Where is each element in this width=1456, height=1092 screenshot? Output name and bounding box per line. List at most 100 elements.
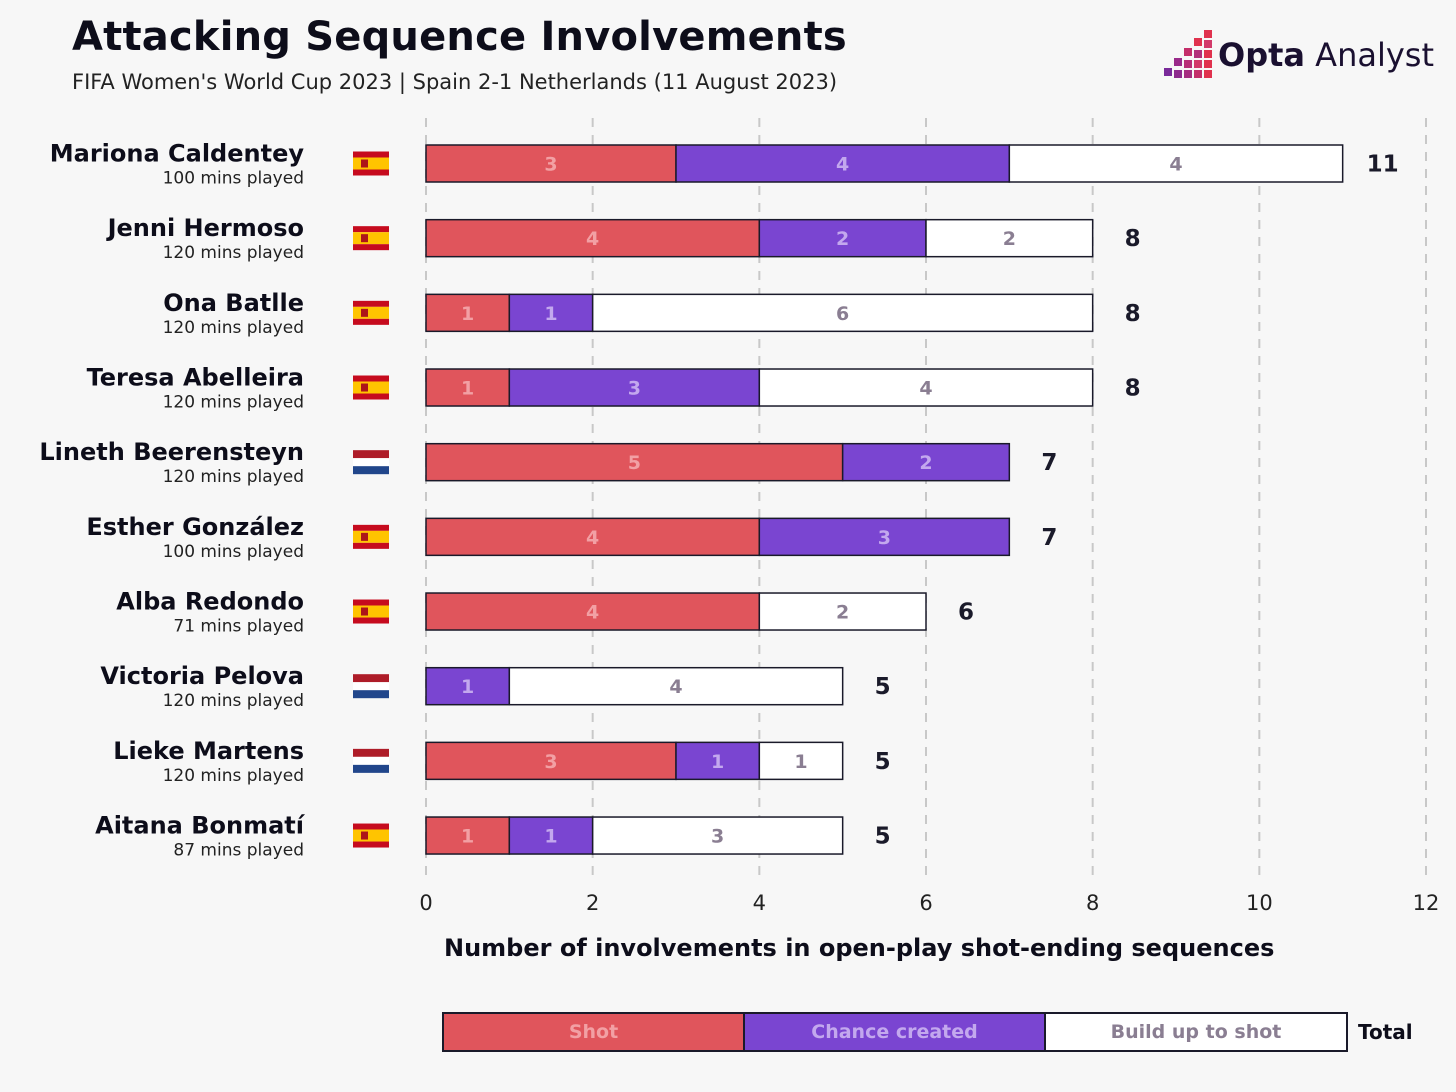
flag-spain-icon <box>353 151 389 158</box>
player-minutes: 120 mins played <box>163 393 304 413</box>
bar-chance-created <box>675 144 1011 183</box>
bar-shot <box>425 218 761 258</box>
flag-netherlands-icon <box>353 450 389 459</box>
bar-build-up-label: 4 <box>669 676 682 698</box>
bar-chance-created-label: 2 <box>919 452 932 474</box>
bar-build-up-label: 4 <box>919 378 932 400</box>
flag-spain-icon <box>361 383 368 392</box>
x-tick-label: 10 <box>1246 891 1273 915</box>
flag-spain-icon <box>353 244 389 251</box>
opta-logo-icon <box>1164 30 1212 78</box>
player-name: Ona Batlle <box>163 289 304 317</box>
brand-analyst: Analyst <box>1305 36 1434 74</box>
flag-netherlands-icon <box>353 466 389 475</box>
bar-build-up <box>758 741 844 781</box>
bar-chance-created-label: 1 <box>711 751 724 773</box>
bar-chance-created <box>425 666 511 706</box>
x-tick-label: 2 <box>586 891 599 915</box>
bar-chance-created-label: 3 <box>628 378 641 400</box>
bar-total-label: 7 <box>1041 525 1057 551</box>
flag-spain-icon <box>353 157 389 170</box>
brand-opta: Opta <box>1218 36 1305 74</box>
bar-build-up <box>1008 144 1344 183</box>
flag-spain-icon <box>353 375 389 382</box>
flag-netherlands-icon <box>353 764 389 773</box>
opta-analyst-brand: Opta Analyst <box>1218 36 1434 74</box>
bar-shot <box>425 741 677 781</box>
flag-netherlands-icon <box>353 690 389 699</box>
bar-build-up <box>758 368 1094 407</box>
flag-spain-icon <box>361 159 368 168</box>
player-name: Lineth Beerensteyn <box>39 438 304 466</box>
bar-shot-label: 4 <box>586 602 599 624</box>
bar-total-label: 5 <box>875 749 891 775</box>
flag-spain-icon <box>353 306 389 319</box>
x-tick-label: 6 <box>919 891 932 915</box>
bar-chance-created <box>508 368 761 407</box>
legend-shot: Shot <box>442 1012 745 1052</box>
flag-netherlands-icon <box>353 748 389 757</box>
bar-build-up <box>591 816 844 855</box>
flag-spain-icon <box>361 308 368 317</box>
flag-spain-icon <box>353 226 389 233</box>
flag-spain-icon <box>353 599 389 606</box>
flag-spain-icon <box>361 532 368 541</box>
flag-spain-icon <box>353 841 389 848</box>
bar-shot <box>425 368 511 407</box>
flag-spain-icon <box>353 524 389 531</box>
flag-spain-icon <box>353 318 389 325</box>
bar-chance-created-label: 4 <box>836 154 849 176</box>
chart-subtitle: FIFA Women's World Cup 2023 | Spain 2-1 … <box>72 70 838 94</box>
bar-chance-created <box>841 442 1011 482</box>
bar-chance-created <box>508 293 594 333</box>
legend: Shot Chance created Build up to shot Tot… <box>442 1012 1442 1056</box>
legend-total: Total <box>1358 1020 1413 1044</box>
bar-shot-label: 4 <box>586 527 599 549</box>
bar-chance-created-label: 1 <box>544 826 557 848</box>
x-tick-label: 4 <box>753 891 766 915</box>
player-name: Victoria Pelova <box>100 662 304 690</box>
bar-shot <box>425 517 761 557</box>
bar-build-up-label: 2 <box>836 602 849 624</box>
bar-chance-created-label: 1 <box>461 676 474 698</box>
bar-shot-label: 1 <box>461 378 474 400</box>
player-minutes: 120 mins played <box>163 691 304 711</box>
x-axis-label: Number of involvements in open-play shot… <box>444 934 1275 962</box>
bar-shot <box>425 816 511 855</box>
flag-spain-icon <box>353 381 389 394</box>
bar-shot <box>425 144 677 183</box>
bar-chance-created-label: 1 <box>544 303 557 325</box>
flag-spain-icon <box>353 542 389 549</box>
flag-spain-icon <box>353 393 389 400</box>
bar-build-up-label: 4 <box>1169 154 1182 176</box>
flag-spain-icon <box>353 605 389 618</box>
bar-shot-label: 4 <box>586 228 599 250</box>
bar-total-label: 8 <box>1125 376 1141 402</box>
flag-spain-icon <box>353 232 389 245</box>
bar-build-up-label: 3 <box>711 826 724 848</box>
bar-total-label: 7 <box>1041 450 1057 476</box>
player-minutes: 120 mins played <box>163 467 304 487</box>
flag-spain-icon <box>353 829 389 842</box>
player-minutes: 120 mins played <box>163 766 304 786</box>
bar-total-label: 6 <box>958 600 974 626</box>
x-tick-label: 12 <box>1413 891 1440 915</box>
player-name: Jenni Hermoso <box>106 214 304 242</box>
bar-build-up-label: 2 <box>1003 228 1016 250</box>
player-minutes: 100 mins played <box>163 169 304 189</box>
bar-build-up <box>508 666 844 706</box>
player-minutes: 71 mins played <box>173 617 304 637</box>
bar-shot-label: 5 <box>628 452 641 474</box>
chart-title: Attacking Sequence Involvements <box>72 14 847 60</box>
bar-total-label: 5 <box>875 674 891 700</box>
bar-shot-label: 3 <box>544 154 557 176</box>
flag-spain-icon <box>353 530 389 543</box>
flag-netherlands-icon <box>353 458 389 467</box>
player-name: Mariona Caldentey <box>50 140 305 168</box>
player-minutes: 120 mins played <box>163 318 304 338</box>
bar-total-label: 5 <box>875 824 891 850</box>
player-minutes: 87 mins played <box>173 841 304 861</box>
bar-chance-created <box>758 517 1011 557</box>
flag-spain-icon <box>353 823 389 830</box>
